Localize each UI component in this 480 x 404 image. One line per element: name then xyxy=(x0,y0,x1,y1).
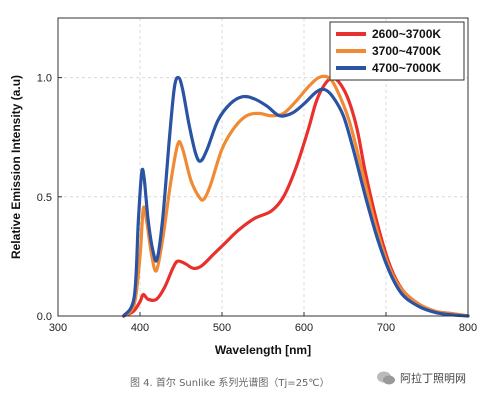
series-line-2 xyxy=(122,75,470,318)
tick-layer: 300 400 500 600 700 800 0.0 0.5 1.0 xyxy=(37,73,477,334)
x-tick-label: 800 xyxy=(459,322,477,334)
x-tick-label: 700 xyxy=(377,322,395,334)
y-axis-title: Relative Emission Intensity (a.u) xyxy=(9,75,23,259)
watermark-text: 阿拉丁照明网 xyxy=(400,372,466,385)
series-layer xyxy=(122,74,470,318)
x-tick-label: 500 xyxy=(213,322,231,334)
series-line-0 xyxy=(122,76,470,318)
y-tick-label: 0.5 xyxy=(37,192,52,204)
y-tick-label: 0.0 xyxy=(37,311,52,323)
x-tick-label: 600 xyxy=(295,322,313,334)
figure-caption: 图 4. 首尔 Sunlike 系列光谱图（Tj=25℃） xyxy=(130,378,330,389)
y-tick-label: 1.0 xyxy=(37,73,52,85)
x-tick-label: 300 xyxy=(49,322,67,334)
x-tick-label: 400 xyxy=(131,322,149,334)
wechat-icon xyxy=(377,371,395,385)
legend-label-0: 2600~3700K xyxy=(372,27,441,41)
legend: 2600~3700K 3700~4700K 4700~7000K xyxy=(329,21,465,81)
plot-frame xyxy=(57,17,469,317)
x-axis-title: Wavelength [nm] xyxy=(215,343,311,357)
watermark: 阿拉丁照明网 xyxy=(376,370,466,386)
legend-label-1: 3700~4700K xyxy=(372,44,441,58)
legend-label-2: 4700~7000K xyxy=(372,61,441,75)
series-line-1 xyxy=(122,74,470,318)
